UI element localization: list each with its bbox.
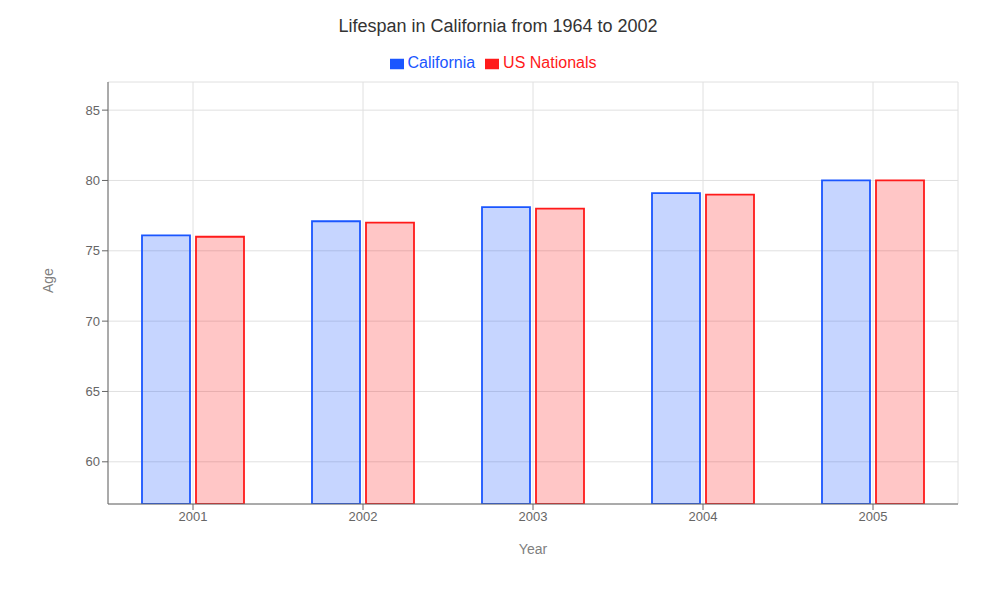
svg-text:80: 80 [86, 173, 100, 188]
svg-text:70: 70 [86, 314, 100, 329]
svg-text:2003: 2003 [519, 509, 548, 524]
html-text:US Nationals: US Nationals [503, 54, 597, 71]
svg-text:2005: 2005 [859, 509, 888, 524]
svg-text:2004: 2004 [689, 509, 718, 524]
svg-text:2002: 2002 [349, 509, 378, 524]
svg-text:60: 60 [86, 454, 100, 469]
html-text:Lifespan in California from 19: Lifespan in California from 1964 to 2002 [338, 16, 658, 36]
svg-text:85: 85 [86, 103, 100, 118]
svg-text:Year: Year [519, 541, 548, 557]
svg-text:65: 65 [86, 384, 100, 399]
html-text:California: California [407, 54, 476, 71]
svg-text:Age: Age [40, 268, 56, 293]
svg-text:2001: 2001 [179, 509, 208, 524]
svg-text:75: 75 [86, 243, 100, 258]
